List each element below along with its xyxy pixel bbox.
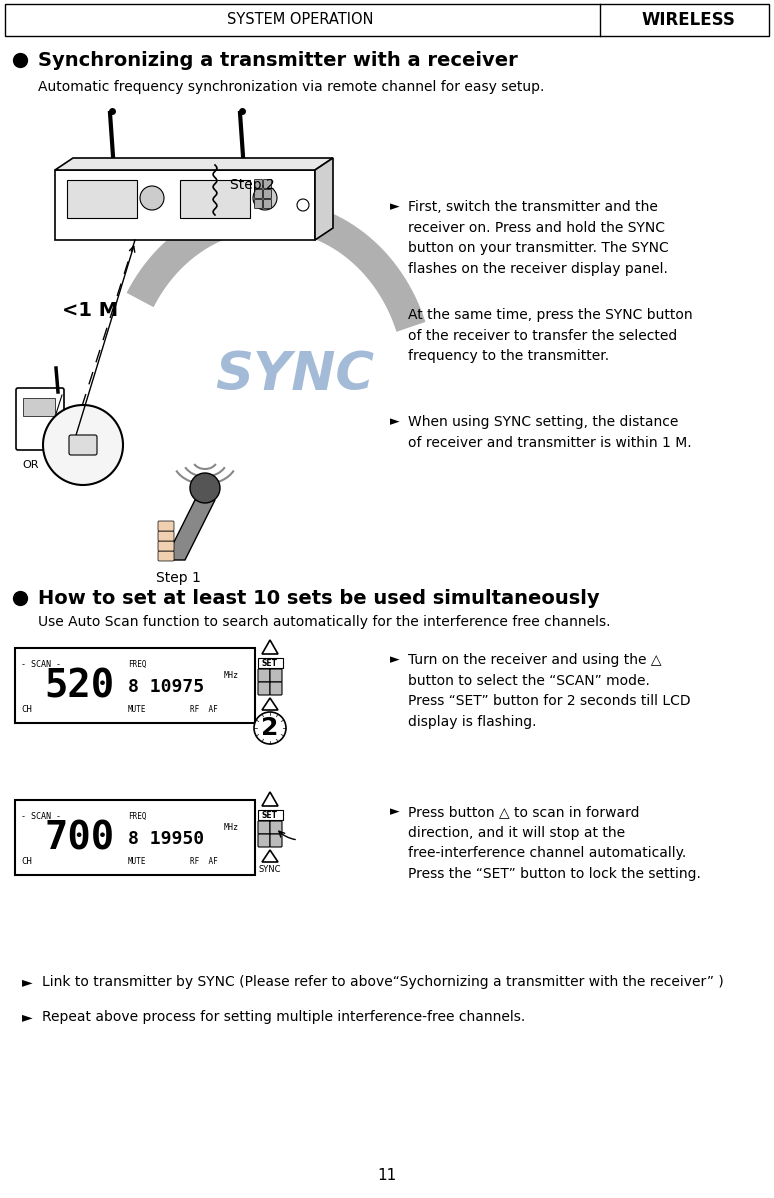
Text: SET: SET	[262, 811, 278, 819]
Circle shape	[140, 186, 164, 210]
Text: ►: ►	[22, 1010, 33, 1024]
Text: Synchronizing a transmitter with a receiver: Synchronizing a transmitter with a recei…	[38, 50, 518, 69]
FancyBboxPatch shape	[255, 189, 262, 199]
FancyBboxPatch shape	[67, 180, 137, 218]
Text: ►: ►	[390, 200, 399, 213]
Circle shape	[43, 405, 123, 485]
FancyBboxPatch shape	[258, 668, 270, 682]
Circle shape	[254, 712, 286, 744]
FancyBboxPatch shape	[5, 4, 769, 36]
Polygon shape	[55, 158, 333, 170]
Text: 8 10975: 8 10975	[128, 678, 204, 696]
Text: OR: OR	[22, 460, 39, 470]
Text: At the same time, press the SYNC button
of the receiver to transfer the selected: At the same time, press the SYNC button …	[408, 308, 693, 363]
Polygon shape	[262, 792, 278, 806]
Text: Link to transmitter by SYNC (Please refer to above“Sychornizing a transmitter wi: Link to transmitter by SYNC (Please refe…	[42, 975, 724, 990]
FancyBboxPatch shape	[258, 834, 270, 847]
Text: ►: ►	[390, 805, 399, 818]
Text: - SCAN -: - SCAN -	[21, 812, 61, 821]
FancyBboxPatch shape	[258, 810, 283, 819]
FancyBboxPatch shape	[270, 834, 282, 847]
Text: 11: 11	[378, 1168, 396, 1182]
Text: 8 19950: 8 19950	[128, 830, 204, 848]
FancyBboxPatch shape	[270, 682, 282, 695]
FancyBboxPatch shape	[263, 200, 272, 208]
FancyBboxPatch shape	[69, 435, 97, 455]
Text: <1 M: <1 M	[62, 301, 118, 320]
Polygon shape	[55, 170, 315, 240]
FancyBboxPatch shape	[255, 200, 262, 208]
FancyBboxPatch shape	[258, 658, 283, 668]
Text: First, switch the transmitter and the
receiver on. Press and hold the SYNC
butto: First, switch the transmitter and the re…	[408, 200, 669, 276]
Text: Repeat above process for setting multiple interference-free channels.: Repeat above process for setting multipl…	[42, 1010, 526, 1024]
Text: How to set at least 10 sets be used simultaneously: How to set at least 10 sets be used simu…	[38, 588, 600, 607]
Text: Use Auto Scan function to search automatically for the interference free channel: Use Auto Scan function to search automat…	[38, 615, 611, 629]
FancyBboxPatch shape	[255, 180, 262, 188]
Text: SET: SET	[262, 659, 278, 667]
Text: When using SYNC setting, the distance
of receiver and transmitter is within 1 M.: When using SYNC setting, the distance of…	[408, 415, 692, 449]
Text: ►: ►	[22, 975, 33, 990]
Text: ►: ►	[390, 415, 399, 428]
FancyBboxPatch shape	[158, 541, 174, 551]
FancyBboxPatch shape	[270, 668, 282, 682]
FancyBboxPatch shape	[263, 180, 272, 188]
Text: 520: 520	[45, 668, 115, 706]
Polygon shape	[315, 158, 333, 240]
Text: Turn on the receiver and using the △
button to select the “SCAN” mode.
Press “SE: Turn on the receiver and using the △ but…	[408, 653, 690, 728]
Text: SYNC: SYNC	[215, 349, 374, 401]
Text: RF  AF: RF AF	[190, 704, 218, 714]
FancyBboxPatch shape	[23, 398, 55, 416]
FancyBboxPatch shape	[158, 531, 174, 541]
Text: SYNC: SYNC	[259, 865, 281, 875]
Circle shape	[190, 473, 220, 503]
Polygon shape	[262, 698, 278, 710]
Text: RF  AF: RF AF	[190, 857, 218, 866]
FancyBboxPatch shape	[263, 189, 272, 199]
FancyBboxPatch shape	[15, 800, 255, 875]
Point	[14, 50, 26, 69]
FancyBboxPatch shape	[270, 821, 282, 834]
Text: Automatic frequency synchronization via remote channel for easy setup.: Automatic frequency synchronization via …	[38, 80, 544, 93]
FancyBboxPatch shape	[158, 521, 174, 531]
Point	[14, 588, 26, 607]
Polygon shape	[262, 851, 278, 863]
Text: MUTE: MUTE	[128, 704, 146, 714]
Polygon shape	[165, 500, 215, 559]
Text: SYSTEM OPERATION: SYSTEM OPERATION	[227, 12, 373, 28]
Circle shape	[253, 186, 277, 210]
Text: MUTE: MUTE	[128, 857, 146, 866]
Text: Step 1: Step 1	[156, 571, 200, 585]
Text: ►: ►	[390, 653, 399, 666]
FancyBboxPatch shape	[16, 388, 64, 450]
Text: MHz: MHz	[224, 823, 239, 831]
FancyBboxPatch shape	[258, 821, 270, 834]
Text: FREQ: FREQ	[128, 812, 146, 821]
Text: WIRELESS: WIRELESS	[641, 11, 735, 29]
Text: 2: 2	[262, 716, 279, 740]
Circle shape	[297, 199, 309, 211]
Text: FREQ: FREQ	[128, 660, 146, 668]
FancyBboxPatch shape	[258, 682, 270, 695]
Text: CH: CH	[21, 857, 32, 866]
Text: Press button △ to scan in forward
direction, and it will stop at the
free-interf: Press button △ to scan in forward direct…	[408, 805, 701, 881]
FancyBboxPatch shape	[15, 648, 255, 724]
Text: CH: CH	[21, 704, 32, 714]
Text: - SCAN -: - SCAN -	[21, 660, 61, 668]
Text: Step 2: Step 2	[230, 179, 275, 192]
Polygon shape	[262, 640, 278, 654]
Text: MHz: MHz	[224, 671, 239, 679]
FancyBboxPatch shape	[158, 551, 174, 561]
Text: 700: 700	[45, 819, 115, 858]
FancyBboxPatch shape	[180, 180, 250, 218]
